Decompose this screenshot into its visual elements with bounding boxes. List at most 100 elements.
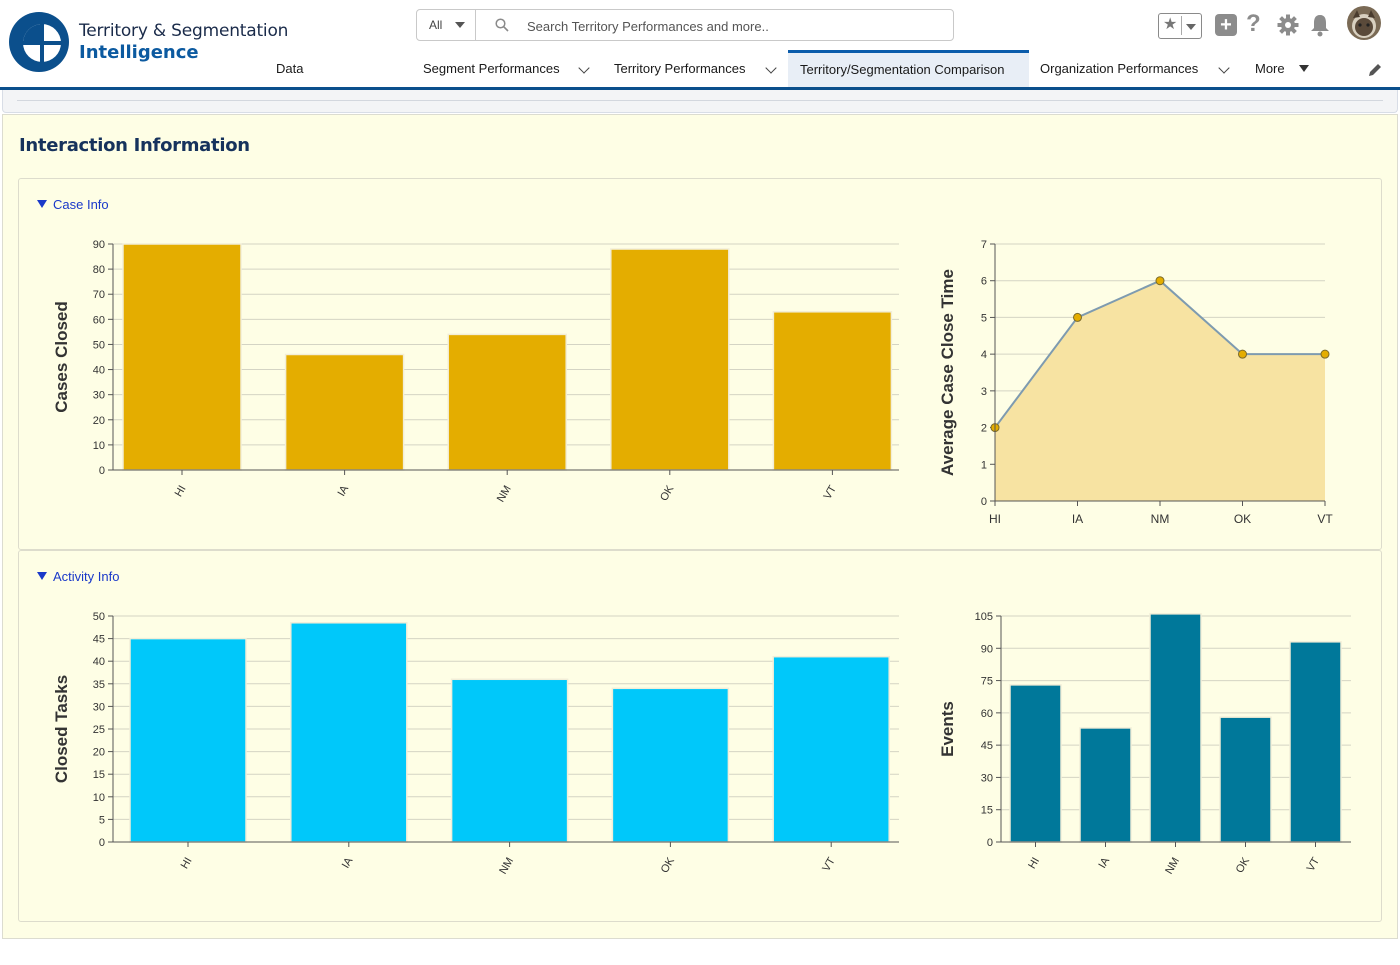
- y-tick-label: 1: [981, 459, 987, 471]
- global-actions-plus-icon[interactable]: +: [1215, 14, 1237, 36]
- help-icon[interactable]: ?: [1246, 10, 1261, 37]
- nav-item-territory-segmentation-comparison[interactable]: Territory/Segmentation Comparison: [788, 50, 1029, 87]
- star-icon: ★: [1163, 16, 1178, 33]
- bar: [1149, 613, 1202, 843]
- bar: [611, 687, 730, 843]
- y-tick-label: 60: [93, 314, 105, 326]
- y-tick-label: 4: [981, 349, 987, 361]
- x-tick-label: VT: [822, 483, 840, 501]
- case-info-label: Case Info: [53, 197, 109, 212]
- y-axis-label: Average Case Close Time: [938, 269, 957, 476]
- y-tick-label: 30: [93, 390, 105, 402]
- nav-item-territory-performances[interactable]: Territory Performances: [614, 50, 780, 87]
- chevron-down-icon[interactable]: [578, 62, 590, 74]
- y-tick-label: 0: [99, 465, 105, 477]
- y-tick-label: 45: [93, 634, 105, 646]
- nav-item-label: Territory Performances: [614, 61, 746, 76]
- y-tick-label: 0: [987, 837, 993, 849]
- bar: [1219, 716, 1272, 843]
- y-tick-label: 30: [93, 701, 105, 713]
- y-tick-label: 20: [93, 747, 105, 759]
- search-scope-label: All: [429, 18, 443, 32]
- y-tick-label: 40: [93, 656, 105, 668]
- x-tick-label: VT: [820, 855, 838, 873]
- data-point: [1155, 276, 1165, 286]
- data-point: [1320, 349, 1330, 359]
- bar: [447, 333, 567, 471]
- app-logo[interactable]: [9, 12, 69, 72]
- header-divider: [0, 87, 1400, 90]
- y-tick-label: 35: [93, 679, 105, 691]
- chevron-down-icon[interactable]: [765, 62, 777, 74]
- gear-icon[interactable]: [1276, 13, 1300, 37]
- y-tick-label: 60: [981, 708, 993, 720]
- bar: [129, 637, 247, 843]
- y-tick-label: 10: [93, 440, 105, 452]
- bar: [610, 248, 730, 471]
- activity-info-label: Activity Info: [53, 569, 120, 584]
- x-tick-label: IA: [336, 483, 352, 499]
- notifications-bell-icon[interactable]: [1309, 13, 1331, 37]
- interaction-information-panel: Interaction Information Case Info 0 10 20 3…: [2, 114, 1398, 939]
- chevron-down-icon[interactable]: [1218, 62, 1230, 74]
- divider: [1181, 16, 1182, 35]
- x-tick-label: NM: [495, 484, 514, 505]
- user-avatar[interactable]: [1347, 6, 1381, 40]
- case-info-toggle[interactable]: Case Info: [37, 197, 109, 212]
- bar: [450, 678, 569, 843]
- y-tick-label: 25: [93, 724, 105, 736]
- y-axis-label: Cases Closed: [52, 301, 71, 413]
- chart-events: 0 15 30 45 60 75 90 105 Events HI IA NM OK VT: [938, 611, 1351, 876]
- chart-average-case-close-time: 0 1 2 3 4 5 6 7 Average Case Close Time HI IA NM OK V…: [938, 239, 1333, 526]
- y-tick-label: 30: [981, 772, 993, 784]
- edit-nav-pencil-icon[interactable]: [1367, 62, 1383, 78]
- x-tick-label: IA: [340, 855, 356, 871]
- y-tick-label: 6: [981, 276, 987, 288]
- x-tick-label: HI: [173, 484, 189, 500]
- search-input[interactable]: [525, 15, 939, 37]
- section-title: Interaction Information: [19, 135, 250, 156]
- y-axis-label: Closed Tasks: [52, 675, 71, 783]
- bar: [772, 655, 890, 843]
- activity-info-toggle[interactable]: Activity Info: [37, 569, 119, 584]
- bar: [290, 622, 408, 843]
- app-title-line2: Intelligence: [79, 42, 199, 63]
- y-tick-label: 40: [93, 365, 105, 377]
- favorites-button[interactable]: ★: [1158, 13, 1202, 39]
- nav-item-more[interactable]: More: [1255, 50, 1311, 87]
- y-tick-label: 0: [981, 496, 987, 508]
- nav-item-organization-performances[interactable]: Organization Performances: [1040, 50, 1232, 87]
- y-tick-label: 5: [99, 814, 105, 826]
- x-tick-label: IA: [1072, 512, 1083, 526]
- global-header: Territory & Segmentation Intelligence Al…: [0, 0, 1400, 150]
- x-tick-label: OK: [1234, 855, 1253, 875]
- nav-item-data-analysis-helper[interactable]: Data Analysis Helper: [276, 50, 324, 150]
- triangle-down-icon: [37, 572, 47, 580]
- y-tick-label: 105: [975, 611, 993, 623]
- y-tick-label: 20: [93, 415, 105, 427]
- y-tick-label: 3: [981, 386, 987, 398]
- x-tick-label: NM: [497, 856, 516, 877]
- bar: [284, 353, 405, 471]
- area-fill: [995, 280, 1325, 501]
- x-tick-label: IA: [1097, 855, 1113, 871]
- nav-item-label: Territory/Segmentation Comparison: [800, 62, 1005, 77]
- bar: [1079, 727, 1132, 843]
- x-tick-label: HI: [1026, 856, 1042, 872]
- x-tick-label: NM: [1163, 856, 1182, 877]
- y-tick-label: 45: [981, 740, 993, 752]
- y-tick-label: 90: [981, 643, 993, 655]
- bar: [122, 243, 242, 471]
- nav-item-segment-performances[interactable]: Segment Performances: [423, 50, 593, 87]
- y-axis-label: Events: [938, 701, 957, 757]
- y-tick-label: 10: [93, 792, 105, 804]
- y-tick-label: 50: [93, 339, 105, 351]
- x-tick-label: OK: [658, 483, 677, 503]
- search-scope-dropdown[interactable]: All: [417, 10, 476, 40]
- x-tick-label: VT: [1317, 512, 1333, 526]
- app-name: Territory & Segmentation Intelligence: [79, 21, 288, 63]
- caret-down-icon: [455, 22, 465, 28]
- triangle-down-icon: [37, 200, 47, 208]
- nav-item-label: Organization Performances: [1040, 61, 1199, 76]
